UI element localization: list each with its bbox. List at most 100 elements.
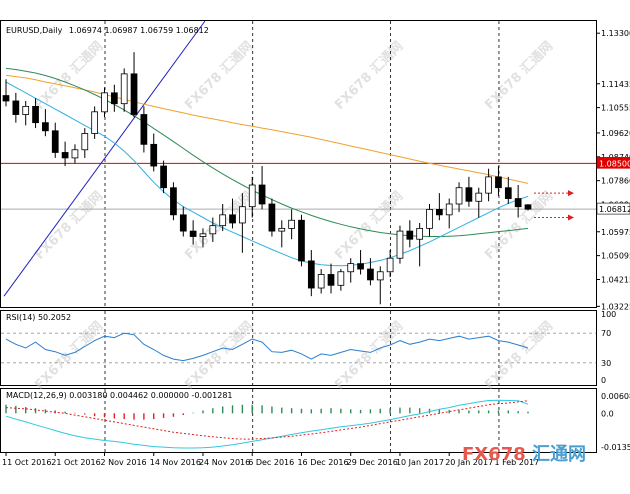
candle-body [140, 114, 148, 145]
price-tick-label: 1.07860 [601, 177, 630, 186]
macd-layer [5, 399, 529, 449]
candle-body [42, 122, 49, 132]
candle-body [179, 214, 187, 232]
current-price-tag-label: 1.06812 [599, 205, 630, 214]
macd-tick-label: -0.013500 [601, 443, 630, 452]
price-tick-label: 1.13300 [601, 29, 630, 38]
brand-fx-text: FX678 [462, 444, 526, 465]
candle-body [465, 187, 473, 202]
rsi-panel-frame [0, 310, 597, 386]
rsi-panel-title: RSI(14) 50.2052 [6, 313, 71, 322]
candle-body [71, 149, 79, 159]
macd-panel-frame [0, 388, 597, 453]
candle-body [288, 219, 295, 229]
rsi-tick-label: 70 [601, 329, 611, 338]
candle-body [307, 260, 315, 289]
ma-slow-line [5, 74, 529, 184]
price-tick-label: 1.05095 [601, 252, 630, 261]
candle-body [298, 219, 305, 262]
candle-body [495, 176, 502, 189]
price-tick-label: 1.04215 [601, 275, 630, 284]
resistance-tag-label: 1.08500 [599, 159, 630, 168]
rsi-layer [1, 332, 596, 364]
date-tick-label: 1 Feb 2017 [494, 458, 539, 467]
candle-body [436, 209, 443, 216]
candle-body [416, 227, 424, 240]
candle-body [475, 192, 483, 202]
price-tick-label: 1.03225 [601, 302, 630, 311]
candle-body [2, 95, 10, 102]
candle-body [258, 184, 266, 205]
candle-body [445, 203, 453, 216]
price-panel-title: EURUSD,Daily 1.06974 1.06987 1.06759 1.0… [6, 26, 209, 35]
price-tick-label: 1.11435 [601, 80, 630, 89]
candle-body [170, 187, 177, 216]
candle-body [239, 206, 246, 224]
candle-body [337, 271, 345, 286]
date-tick-label: 11 Oct 2016 [2, 458, 51, 467]
candle-body [219, 214, 227, 227]
candle-body [91, 111, 98, 134]
candle-body [347, 263, 355, 273]
date-tick-label: 10 Jan 2017 [396, 458, 444, 467]
candle-body [189, 230, 197, 237]
candle-body [524, 204, 532, 210]
rsi-tick-label: 100 [601, 310, 616, 319]
candle-body [110, 92, 118, 105]
candle-body [278, 227, 286, 232]
candle-body [32, 105, 39, 124]
candle-body [485, 176, 492, 194]
candle-body [150, 143, 158, 167]
price-tick-label: 1.09620 [601, 129, 630, 138]
brand-cn-text: 汇通网 [532, 444, 586, 465]
candle-body [455, 187, 463, 205]
candle-body [160, 165, 167, 189]
date-tick-label: 14 Nov 2016 [150, 458, 201, 467]
date-tick-label: 29 Dec 2016 [347, 458, 398, 467]
candle-body [357, 263, 364, 270]
candle-body [504, 187, 512, 199]
date-tick-label: 2 Nov 2016 [100, 458, 146, 467]
trendline [3, 20, 206, 297]
candle-body [51, 130, 59, 153]
vertical-markers [104, 21, 500, 452]
candle-body [367, 268, 374, 281]
candle-body [130, 73, 138, 115]
arrow-lower-head [568, 214, 574, 221]
date-tick-label: 24 Nov 2016 [199, 458, 250, 467]
candle-body [81, 133, 89, 151]
arrow-upper-head [568, 190, 574, 197]
brand-logo: FX678 汇通网 [462, 444, 586, 465]
axes-layer: 1.133001.114351.105551.096201.087401.078… [2, 29, 630, 467]
date-tick-label: 20 Jan 2017 [445, 458, 493, 467]
candle-body [396, 230, 404, 259]
candle-body [101, 92, 108, 113]
candle-body [376, 271, 384, 281]
candle-body [317, 274, 325, 289]
resistance-tag [596, 157, 630, 169]
rsi-line [5, 332, 529, 362]
date-tick-label: 6 Dec 2016 [248, 458, 294, 467]
macd-tick-label: 0.0 [601, 409, 614, 418]
candle-body [426, 209, 433, 229]
candle-body [12, 100, 20, 115]
macd-line [5, 399, 529, 449]
candle-body [514, 198, 522, 208]
candle-body [386, 257, 394, 273]
rsi-tick-label: 0 [601, 376, 606, 385]
macd-tick-label: 0.00608 [601, 392, 630, 401]
macd-panel-title: MACD(12,26,9) 0.003180 0.004462 0.000000… [6, 391, 233, 400]
candle-body [22, 105, 30, 115]
price-tick-label: 1.05975 [601, 228, 630, 237]
current-price-tag [596, 202, 630, 215]
price-ohlc: 1.06974 1.06987 1.06759 1.06812 [69, 26, 209, 35]
price-title: EURUSD,Daily [6, 26, 63, 35]
price-layer [1, 20, 596, 305]
candle-body [199, 233, 207, 237]
candle-body [327, 274, 335, 286]
candle-body [229, 214, 236, 224]
price-tick-label: 1.10555 [601, 104, 630, 113]
date-tick-label: 16 Dec 2016 [297, 458, 348, 467]
